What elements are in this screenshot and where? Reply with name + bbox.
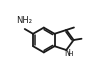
Text: H: H	[67, 51, 72, 57]
Text: NH₂: NH₂	[16, 16, 32, 25]
Text: N: N	[64, 49, 70, 58]
